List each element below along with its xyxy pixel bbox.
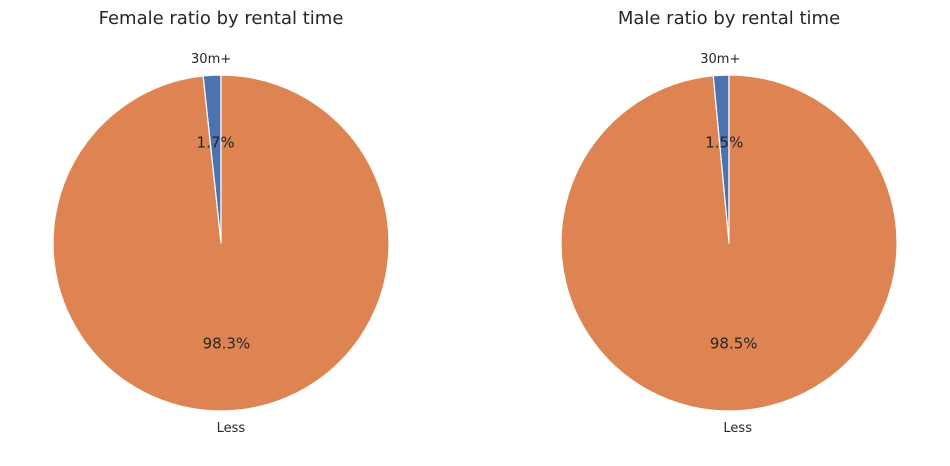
slice-percent-30m: 1.5% bbox=[705, 133, 743, 151]
slice-percent-30m: 1.7% bbox=[197, 133, 235, 151]
pie-slice-less bbox=[52, 74, 390, 412]
male-pie-chart: Male ratio by rental time 30m+ Less 1.5%… bbox=[560, 8, 898, 436]
pie-slice-less bbox=[560, 74, 898, 412]
slice-label-30m: 30m+ bbox=[191, 52, 231, 67]
slice-label-less: Less bbox=[723, 421, 752, 436]
chart-title: Female ratio by rental time bbox=[99, 8, 344, 29]
slice-percent-less: 98.3% bbox=[203, 335, 251, 353]
slice-label-30m: 30m+ bbox=[700, 52, 740, 67]
pie-slices bbox=[560, 74, 898, 412]
female-pie-chart: Female ratio by rental time 30m+ Less 1.… bbox=[52, 8, 390, 436]
slice-label-less: Less bbox=[217, 421, 246, 436]
slice-percent-less: 98.5% bbox=[710, 335, 758, 353]
chart-title: Male ratio by rental time bbox=[618, 8, 840, 29]
pie-slices bbox=[52, 74, 390, 412]
